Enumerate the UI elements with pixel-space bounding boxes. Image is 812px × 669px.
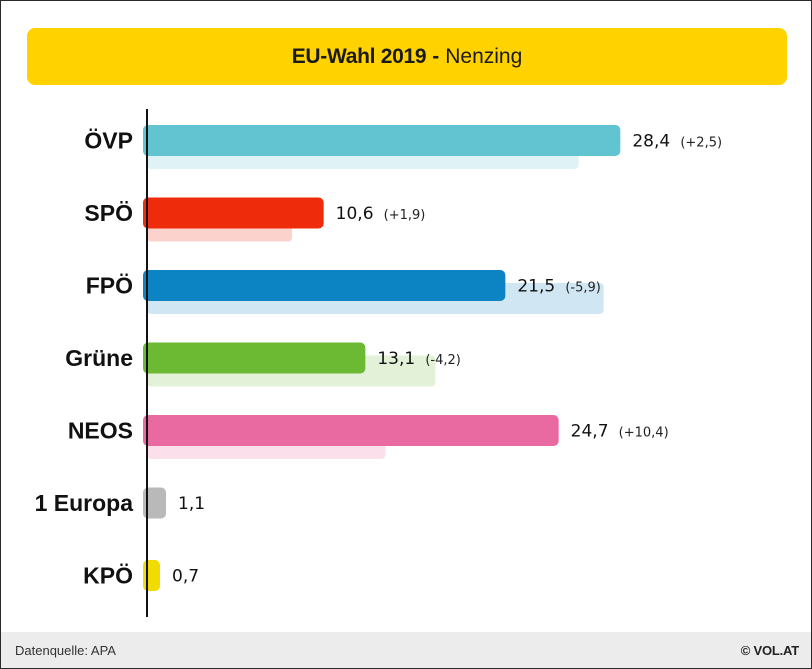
diff-label-spö: (+1,9) (384, 208, 426, 223)
category-label-1-europa: 1 Europa (35, 490, 134, 516)
value-label-kpö: 0,7 (172, 567, 199, 587)
title-separator: - (432, 44, 440, 68)
value-label-1-europa: 1,1 (178, 494, 205, 514)
bar-1-europa (143, 487, 166, 519)
value-label-fpö: 21,5 (517, 277, 555, 297)
bar-spö (143, 197, 324, 229)
value-label-neos: 24,7 (571, 422, 609, 442)
diff-label-övp: (+2,5) (680, 136, 722, 151)
data-source: Datenquelle: APA (15, 642, 116, 658)
brand-logo: © VOL.AT (740, 642, 799, 658)
footer-bar: Datenquelle: APA © VOL.AT (1, 632, 811, 668)
category-label-övp: ÖVP (84, 128, 133, 154)
title-banner: EU-Wahl 2019 - Nenzing (27, 28, 787, 85)
value-label-grüne: 13,1 (377, 349, 415, 369)
chart-subtitle: Nenzing (445, 44, 523, 68)
diff-label-grüne: (-4,2) (425, 353, 461, 368)
bar-neos (143, 415, 559, 446)
value-label-övp: 28,4 (632, 132, 670, 152)
diff-label-fpö: (-5,9) (565, 281, 601, 296)
category-label-fpö: FPÖ (86, 273, 133, 299)
chart-title: EU-Wahl 2019 (291, 44, 427, 68)
category-label-spö: SPÖ (84, 200, 133, 226)
bar-chart: ÖVP 28,4 (+2,5) SPÖ 10,6 (+1,9) FPÖ 21,5 (-5,9) G… (35, 109, 722, 617)
bar-grüne (143, 342, 366, 374)
category-label-grüne: Grüne (65, 345, 133, 371)
diff-label-neos: (+10,4) (619, 426, 669, 441)
bar-övp (143, 125, 621, 156)
value-label-spö: 10,6 (336, 204, 374, 224)
category-label-neos: NEOS (68, 418, 133, 444)
bar-kpö (143, 560, 160, 591)
category-label-kpö: KPÖ (83, 563, 133, 589)
bar-fpö (143, 270, 506, 301)
